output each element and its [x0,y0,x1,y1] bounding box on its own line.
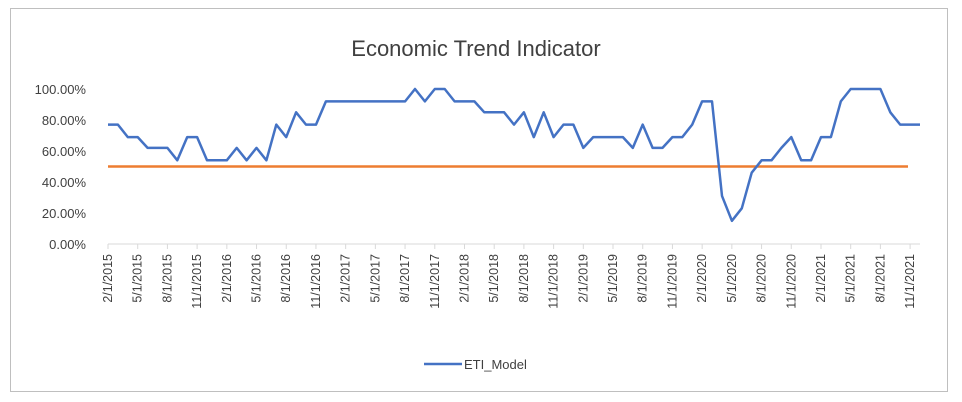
x-tick-label: 5/1/2020 [725,254,739,303]
x-tick-label: 11/1/2016 [309,254,323,309]
x-tick-label: 2/1/2016 [220,254,234,303]
series-line-eti-model [108,87,920,223]
x-tick-label: 8/1/2017 [398,254,412,303]
x-tick-label: 8/1/2018 [517,254,531,303]
x-tick-label: 2/1/2018 [457,254,471,303]
x-tick-label: 8/1/2020 [755,254,769,303]
chart-title: Economic Trend Indicator [351,36,600,61]
x-tick-label: 5/1/2018 [487,254,501,303]
x-tick-label: 11/1/2017 [428,254,442,309]
x-tick-label: 2/1/2015 [101,254,115,303]
x-tick-label: 8/1/2019 [636,254,650,303]
x-tick-label: 8/1/2021 [873,254,887,303]
x-tick-label: 2/1/2019 [576,254,590,303]
x-tick-label: 5/1/2021 [844,254,858,303]
x-tick-label: 11/1/2021 [903,254,917,309]
x-tick-label: 8/1/2015 [160,254,174,303]
x-tick-label: 11/1/2015 [190,254,204,309]
y-tick-label: 0.00% [49,237,86,252]
y-tick-label: 40.00% [42,175,87,190]
y-tick-label: 80.00% [42,113,87,128]
y-tick-label: 100.00% [35,82,87,97]
x-tick-label: 5/1/2016 [250,254,264,303]
x-tick-label: 11/1/2020 [784,254,798,309]
y-tick-label: 20.00% [42,206,87,221]
x-tick-label: 2/1/2020 [695,254,709,303]
legend-label: ETI_Model [464,357,527,372]
x-tick-label: 2/1/2017 [339,254,353,303]
plot-area [108,87,920,223]
chart-frame [10,8,948,392]
legend: ETI_Model [424,357,527,372]
x-tick-label: 8/1/2016 [279,254,293,303]
x-tick-label: 5/1/2017 [368,254,382,303]
x-tick-label: 2/1/2021 [814,254,828,303]
x-tick-label: 5/1/2015 [131,254,145,303]
x-tick-label: 11/1/2018 [547,254,561,309]
y-tick-label: 60.00% [42,144,87,159]
y-axis: 0.00% 20.00% 40.00% 60.00% 80.00% 100.00% [35,82,87,252]
x-tick-label: 11/1/2019 [665,254,679,309]
x-axis: 2/1/2015 5/1/2015 8/1/2015 11/1/2015 2/1/201… [101,243,920,309]
x-tick-label: 5/1/2019 [606,254,620,303]
